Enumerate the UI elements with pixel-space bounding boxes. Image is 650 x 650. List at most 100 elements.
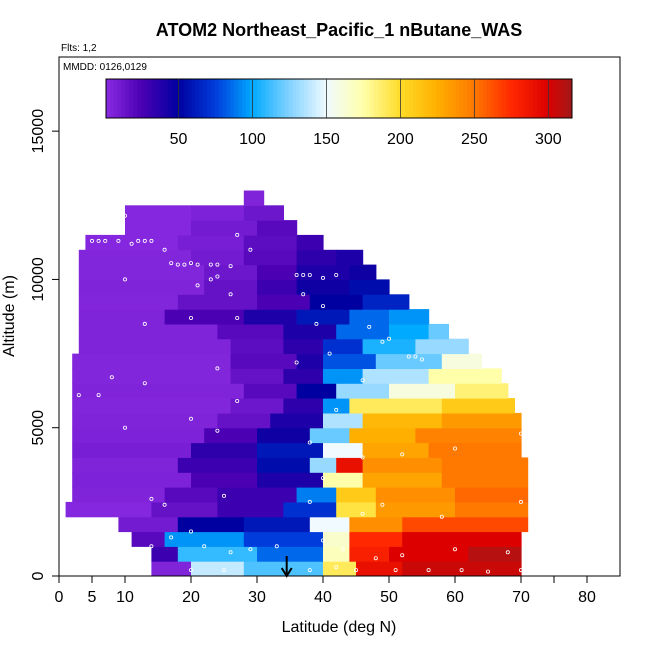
colorbar-swatch (339, 79, 344, 118)
heatmap-cell (72, 457, 179, 473)
heatmap-cell (309, 516, 350, 533)
heatmap-cell (270, 412, 324, 429)
colorbar-swatch (168, 79, 173, 118)
heatmap-cell (362, 472, 443, 488)
colorbar-tick-label: 100 (239, 131, 266, 148)
sample-point (221, 568, 226, 573)
heatmap-cell (375, 501, 456, 518)
sample-point (373, 556, 378, 561)
heatmap-cell (362, 457, 443, 473)
heatmap-cell (78, 279, 205, 295)
sample-point (320, 304, 325, 309)
heatmap-cell (362, 338, 416, 355)
heatmap-cell (230, 368, 284, 384)
colorbar-swatch (179, 79, 185, 118)
sample-point (149, 238, 154, 243)
colorbar-swatch (443, 79, 449, 118)
colorbar-swatch (564, 79, 569, 118)
heatmap-cell (78, 294, 179, 310)
heatmap-cell (441, 472, 529, 488)
colorbar-swatch (296, 79, 301, 118)
heatmap-cell (243, 249, 298, 266)
colorbar-swatch (245, 79, 251, 118)
sample-point (301, 292, 306, 297)
heatmap-cell (296, 249, 337, 266)
heatmap-cell (283, 398, 324, 414)
colorbar-swatch (505, 79, 511, 118)
heatmap-cell (191, 472, 258, 488)
sample-point (123, 425, 128, 430)
colorbar-swatch (210, 79, 216, 118)
colorbar-swatch (428, 79, 433, 118)
colorbar-swatch (408, 79, 414, 118)
heatmap-cell (177, 234, 245, 251)
sample-point (380, 502, 385, 507)
heatmap-cell (72, 368, 232, 384)
sample-point (129, 241, 134, 246)
colorbar: 50 100 150 200 250 300 (105, 78, 573, 148)
colorbar-swatch (311, 79, 317, 118)
sample-point (169, 261, 174, 266)
colorbar-swatch (381, 79, 387, 118)
heatmap-cell (349, 546, 390, 562)
sample-point (380, 339, 385, 344)
colorbar-swatch (370, 79, 375, 118)
colorbar-swatch (509, 79, 515, 118)
colorbar-swatch (327, 79, 332, 118)
heatmap-cell (428, 368, 502, 384)
heatmap-cell (349, 427, 416, 444)
heatmap-cell (362, 368, 430, 384)
heatmap-cell (243, 205, 284, 221)
colorbar-swatch (261, 79, 266, 118)
y-axis-label: Altitude (m) (1, 275, 18, 357)
heatmap-cell (362, 294, 410, 310)
heatmap-cell (356, 561, 403, 576)
colorbar-swatch (125, 79, 130, 118)
x-tick-label: 50 (380, 589, 398, 606)
sample-point (235, 315, 240, 320)
sample-point (334, 272, 339, 277)
heatmap-cell (243, 309, 298, 325)
colorbar-swatch (195, 79, 200, 118)
y-tick-label: 10000 (30, 257, 47, 302)
heatmap-cell (243, 234, 298, 251)
sample-point (215, 428, 220, 433)
x-tick-label: 80 (578, 589, 596, 606)
heatmap-cell (177, 294, 258, 310)
colorbar-swatch (249, 79, 255, 118)
colorbar-swatch (424, 79, 429, 118)
heatmap-cell (217, 412, 271, 429)
flights-label: Flts: 1,2 (61, 43, 97, 54)
heatmap-cell (349, 279, 390, 295)
colorbar-swatch (455, 79, 460, 118)
sample-point (334, 407, 339, 412)
colorbar-swatch (117, 79, 123, 118)
colorbar-swatch (300, 79, 305, 118)
sample-point (294, 272, 299, 277)
sample-point (353, 568, 358, 573)
colorbar-swatch (412, 79, 418, 118)
colorbar-swatch (525, 79, 530, 118)
heatmap-cell (349, 516, 403, 533)
colorbar-swatch (513, 79, 519, 118)
sample-point (419, 357, 424, 362)
heatmap-cell (65, 501, 152, 518)
colorbar-swatch (385, 79, 390, 118)
sample-point (96, 238, 101, 243)
colorbar-swatch (397, 79, 402, 118)
heatmap-cell (441, 412, 522, 429)
colorbar-swatch (540, 79, 546, 118)
heatmap-cell (257, 472, 324, 488)
dates-label: MMDD: 0126,0129 (63, 62, 147, 73)
heatmap-cell (78, 264, 205, 280)
sample-point (142, 238, 147, 243)
heatmap-cell (389, 546, 469, 562)
colorbar-swatch (362, 79, 367, 118)
sample-point (307, 499, 312, 504)
heatmap-cell (243, 531, 324, 547)
sample-point (327, 351, 332, 356)
colorbar-swatch (521, 79, 526, 118)
heatmap-cell (336, 457, 364, 473)
heatmap-cell (257, 220, 298, 236)
sample-point (334, 565, 339, 570)
